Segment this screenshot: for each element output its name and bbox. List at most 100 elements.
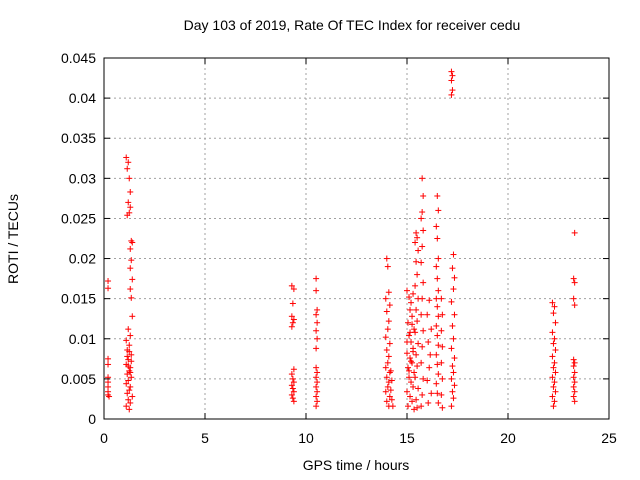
data-point [439,375,446,382]
data-point [127,265,134,272]
data-point [434,192,441,199]
data-point [571,302,578,309]
data-point [290,398,297,405]
data-point [433,351,440,358]
data-point [426,297,433,304]
data-point [448,91,455,98]
data-point [552,388,559,395]
data-point [124,165,131,172]
data-point [105,285,112,292]
y-tick-label: 0.015 [61,291,96,307]
data-points [105,68,578,413]
data-point [410,290,417,297]
data-point [408,299,415,306]
data-point [451,355,458,362]
data-point [407,329,414,336]
data-point [382,364,389,371]
data-point [550,403,557,410]
data-point [290,366,297,373]
y-tick-label: 0.025 [61,210,96,226]
data-point [313,345,320,352]
data-point [385,318,392,325]
data-point [550,364,557,371]
data-point [129,393,136,400]
data-point [433,295,440,302]
data-point [448,403,455,410]
data-point [123,154,130,161]
data-point [313,364,320,371]
data-point [448,345,455,352]
data-point [383,308,390,315]
data-point [128,374,135,381]
data-point [418,215,425,222]
data-point [129,276,136,283]
data-point [411,369,418,376]
data-point [404,287,410,294]
data-point [571,229,578,236]
data-point [426,364,433,371]
data-point [127,204,134,211]
data-point [126,342,133,349]
data-point [128,257,135,264]
data-point [290,286,297,293]
data-point [570,295,577,302]
data-point [571,388,578,395]
data-point [127,399,134,406]
data-point [313,287,320,294]
data-point [434,390,441,397]
data-point [420,375,427,382]
data-point [405,403,412,410]
data-point [125,199,132,206]
x-tick-label: 25 [601,430,617,446]
y-tick-label: 0.045 [61,50,96,66]
data-point [385,379,392,386]
data-point [288,323,295,330]
data-point [382,388,389,395]
data-point [551,303,558,310]
data-point [314,306,321,313]
data-point [449,265,456,272]
data-point [570,393,577,400]
data-point [420,227,427,234]
data-point [384,383,391,390]
data-point [412,239,419,246]
data-point [129,313,136,320]
data-point [418,403,425,410]
data-point [289,385,296,392]
data-point [435,399,442,406]
data-point [549,329,556,336]
data-point [127,286,134,293]
data-point [124,212,131,219]
data-point [106,393,113,400]
data-point [551,398,558,405]
y-tick-label: 0 [88,411,96,427]
data-point [434,303,441,310]
x-tick-label: 10 [298,430,314,446]
data-point [126,175,133,182]
chart-title: Day 103 of 2019, Rate Of TEC Index for r… [184,17,521,33]
y-tick-labels: 0 0.005 0.01 0.015 0.02 0.025 0.03 0.035 0.04 0.0… [61,50,96,427]
data-point [435,313,442,320]
data-point [288,371,295,378]
data-point [449,322,456,329]
data-point [424,311,431,318]
data-point [123,337,130,344]
data-point [435,287,442,294]
data-point [105,355,112,362]
data-point [408,358,415,365]
data-point [313,403,320,410]
data-point [415,385,422,392]
data-point [314,335,321,342]
data-point [384,359,391,366]
data-point [449,87,456,94]
data-point [384,263,391,270]
data-point [419,243,426,250]
data-point [433,380,440,387]
data-point [413,396,420,403]
data-point [549,353,556,360]
data-point [550,340,557,347]
data-point [414,318,421,325]
data-point [570,363,577,370]
data-point [425,338,432,345]
data-point [419,175,426,182]
